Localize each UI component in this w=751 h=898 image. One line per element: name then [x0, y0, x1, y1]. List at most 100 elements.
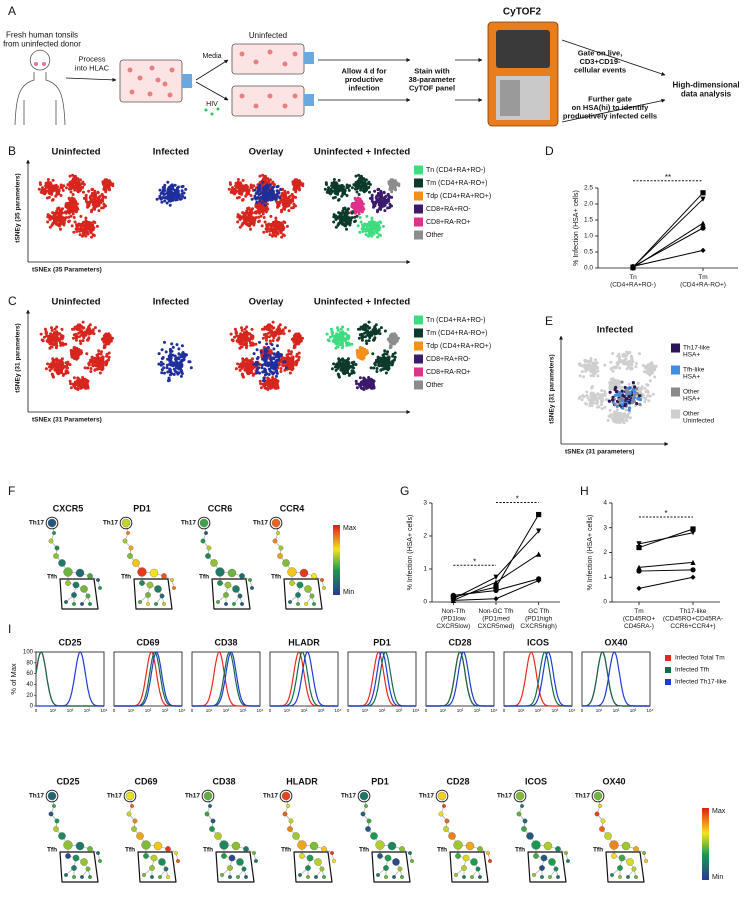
cell-dot — [104, 190, 108, 194]
cell-dot — [379, 360, 383, 364]
cell-dot — [633, 390, 637, 394]
cell-dot — [651, 364, 655, 368]
cell-dot — [258, 174, 262, 178]
cell-dot — [249, 209, 253, 213]
cell-dot — [370, 197, 374, 201]
cell-dot — [620, 389, 624, 393]
cell-dot — [74, 210, 78, 214]
step-label: Fresh human tonsils from uninfected donor — [3, 31, 81, 49]
cell-dot — [365, 342, 369, 345]
cell-dot — [625, 414, 629, 418]
cell-dot — [292, 336, 296, 340]
cell-dot — [41, 189, 45, 193]
cell-dot — [376, 188, 380, 192]
cell-dot — [69, 190, 73, 194]
cell-dot — [93, 326, 97, 330]
cell-dot — [370, 226, 374, 230]
cell-dot — [165, 366, 169, 370]
cell-dot — [596, 392, 600, 396]
cell-dot — [269, 214, 273, 218]
cell-dot — [381, 367, 385, 371]
cell-dot — [338, 332, 342, 336]
cell-dot — [244, 346, 248, 350]
cell-dot — [390, 195, 394, 199]
cell-dot — [358, 347, 362, 351]
cell-dot — [101, 180, 105, 184]
cell-dot — [590, 404, 594, 407]
cell-dot — [238, 218, 242, 221]
cell-dot — [340, 194, 344, 198]
cell-dot — [53, 327, 57, 331]
cell-dot — [591, 363, 595, 367]
cell-dot — [81, 378, 85, 382]
cell-dot — [244, 343, 248, 347]
panel-label: D — [545, 144, 554, 158]
cell-dot — [104, 195, 108, 199]
cell-dot — [271, 339, 275, 343]
cell-dot — [180, 189, 184, 193]
cell-dot — [185, 353, 188, 357]
cell-dot — [39, 183, 42, 186]
cell-dot — [588, 401, 592, 405]
cell-dot — [352, 371, 356, 375]
cell-dot — [250, 371, 254, 374]
cell-dot — [277, 358, 281, 362]
step-label: Allow 4 d for productive infection — [342, 66, 387, 92]
cell-dot — [250, 327, 254, 331]
cell-dot — [257, 215, 261, 219]
cell-dot — [336, 328, 340, 332]
cell-dot — [368, 190, 371, 194]
cell-dot — [346, 371, 350, 374]
cell-dot — [79, 329, 83, 333]
cell-dot — [273, 365, 277, 369]
cell-dot — [166, 370, 170, 374]
cell-dot — [600, 389, 604, 392]
cell-dot — [250, 357, 254, 361]
cell-dot — [236, 362, 240, 366]
cell-dot — [649, 362, 652, 366]
cell-dot — [599, 403, 603, 407]
cell-dot — [337, 178, 341, 182]
cell-dot — [588, 404, 592, 408]
cell-dot — [98, 194, 102, 198]
cell-dot — [269, 329, 273, 333]
cell-dot — [608, 408, 612, 412]
cell-dot — [338, 220, 342, 224]
cell-dot — [340, 343, 344, 347]
cell-dot — [89, 198, 93, 202]
cell-dot — [177, 347, 181, 351]
cell-dot — [170, 363, 174, 367]
cell-dot — [252, 352, 256, 356]
cell-dot — [239, 345, 243, 349]
cell-dot — [608, 387, 612, 391]
cell-dot — [360, 335, 364, 339]
cell-dot — [160, 348, 164, 352]
cell-dot — [249, 186, 253, 189]
cell-dot — [79, 227, 83, 231]
cell-dot — [371, 352, 375, 356]
cell-dot — [275, 192, 279, 196]
cell-dot — [69, 382, 73, 386]
cell-dot — [280, 208, 284, 212]
cell-dot — [256, 188, 260, 192]
cell-dot — [327, 186, 330, 190]
cell-dot — [346, 357, 350, 361]
cell-dot — [274, 216, 278, 220]
cell-dot — [47, 365, 51, 369]
cell-dot — [105, 360, 109, 364]
cell-dot — [339, 368, 343, 372]
cell-dot — [587, 367, 591, 371]
cell-dot — [389, 345, 393, 349]
cell-dot — [621, 359, 625, 363]
cell-dot — [357, 177, 361, 181]
cell-dot — [173, 183, 177, 187]
cell-dot — [74, 177, 78, 180]
cell-dot — [358, 216, 362, 219]
cell-dot — [272, 362, 275, 366]
cell-dot — [75, 327, 79, 331]
cell-dot — [90, 208, 94, 212]
cell-dot — [76, 376, 80, 380]
panel-title: Overlay — [249, 147, 285, 158]
cell-dot — [375, 370, 379, 373]
cell-dot — [95, 367, 99, 371]
